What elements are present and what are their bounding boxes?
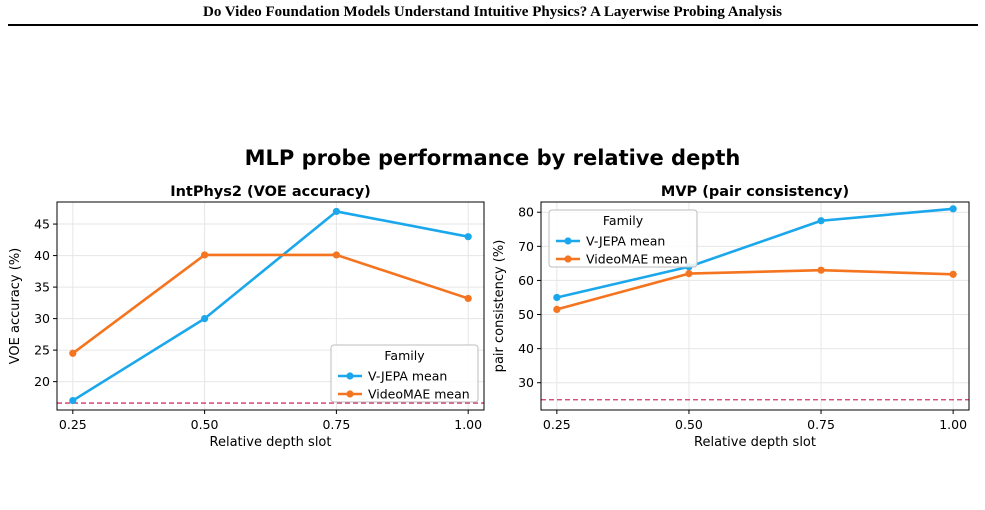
y-tick-label: 40	[518, 341, 534, 356]
y-tick-label: 20	[34, 374, 50, 389]
data-point-videomae	[685, 270, 693, 278]
legend-entry-label: VideoMAE mean	[586, 252, 688, 267]
data-point-vjepa	[201, 315, 209, 323]
x-tick-label: 1.00	[454, 417, 482, 432]
y-tick-label: 50	[518, 307, 534, 322]
chart-panel-2: 0.25 0.50 0.75 1.00 30 40 50 60 70 80 MVP (pair co…	[492, 184, 970, 450]
figure-suptitle: MLP probe performance by relative depth	[244, 146, 741, 170]
y-axis-label: pair consistency (%)	[492, 240, 507, 373]
data-point-videomae	[332, 251, 340, 259]
data-point-videomae	[201, 251, 209, 259]
data-point-vjepa	[332, 207, 340, 216]
legend-title: Family	[603, 213, 644, 228]
y-axis-label: VOE accuracy (%)	[8, 248, 23, 365]
data-point-videomae	[69, 349, 77, 357]
legend-swatch-marker	[346, 372, 354, 380]
data-point-vjepa	[69, 396, 77, 405]
series-line-vjepa	[72, 210, 469, 402]
data-point-vjepa	[553, 293, 561, 302]
y-tick-label: 25	[34, 343, 50, 358]
x-tick-label: 0.50	[675, 417, 703, 432]
x-axis-label: Relative depth slot	[210, 435, 332, 450]
legend-box	[330, 344, 479, 403]
chart-title: MVP (pair consistency)	[661, 184, 849, 200]
y-tick-label: 35	[34, 280, 50, 295]
legend-swatch-marker	[346, 390, 354, 398]
plot-frame	[540, 201, 970, 411]
x-tick-label: 1.00	[939, 417, 967, 432]
x-axis-label: Relative depth slot	[694, 435, 816, 450]
data-point-videomae	[949, 270, 957, 278]
data-point-videomae	[464, 294, 472, 303]
y-tick-label: 30	[518, 375, 534, 390]
y-tick-label: 40	[34, 248, 50, 263]
legend-swatch-marker	[564, 255, 572, 263]
y-tick-label: 60	[518, 273, 534, 288]
data-point-vjepa	[464, 233, 472, 241]
data-point-vjepa	[817, 217, 825, 225]
legend-entry-label: V-JEPA mean	[368, 369, 447, 384]
chart-title: IntPhys2 (VOE accuracy)	[170, 184, 371, 200]
series-line-videomae	[72, 253, 469, 355]
y-tick-label: 80	[518, 205, 534, 220]
x-tick-label: 0.50	[191, 417, 219, 432]
legend-entry-label: VideoMAE mean	[368, 387, 470, 402]
legend-title: Family	[384, 348, 425, 363]
series-line-videomae	[556, 268, 954, 311]
legend-box	[548, 209, 698, 268]
legend: Family V-JEPA mean VideoMAE mean	[330, 344, 479, 403]
legend-swatch-marker	[564, 237, 572, 245]
y-tick-label: 70	[518, 239, 534, 254]
x-tick-label: 0.75	[322, 417, 350, 432]
x-tick-label: 0.25	[59, 417, 87, 432]
x-tick-label: 0.25	[543, 417, 571, 432]
chart-panel-1: 0.25 0.50 0.75 1.00 20 25 30 35 40 45 IntPhys2 (VO…	[8, 184, 485, 450]
plot-frame	[56, 201, 485, 411]
series-line-vjepa	[556, 207, 954, 299]
data-point-videomae	[817, 266, 825, 274]
legend: Family V-JEPA mean VideoMAE mean	[548, 209, 698, 268]
legend-entry-label: V-JEPA mean	[586, 234, 665, 249]
data-point-videomae	[553, 305, 561, 314]
header-rule	[8, 24, 978, 26]
y-tick-label: 45	[34, 217, 50, 232]
x-tick-label: 0.75	[807, 417, 835, 432]
y-tick-label: 30	[34, 311, 50, 326]
paper-running-title: Do Video Foundation Models Understand In…	[203, 4, 782, 20]
data-point-vjepa	[949, 205, 957, 213]
